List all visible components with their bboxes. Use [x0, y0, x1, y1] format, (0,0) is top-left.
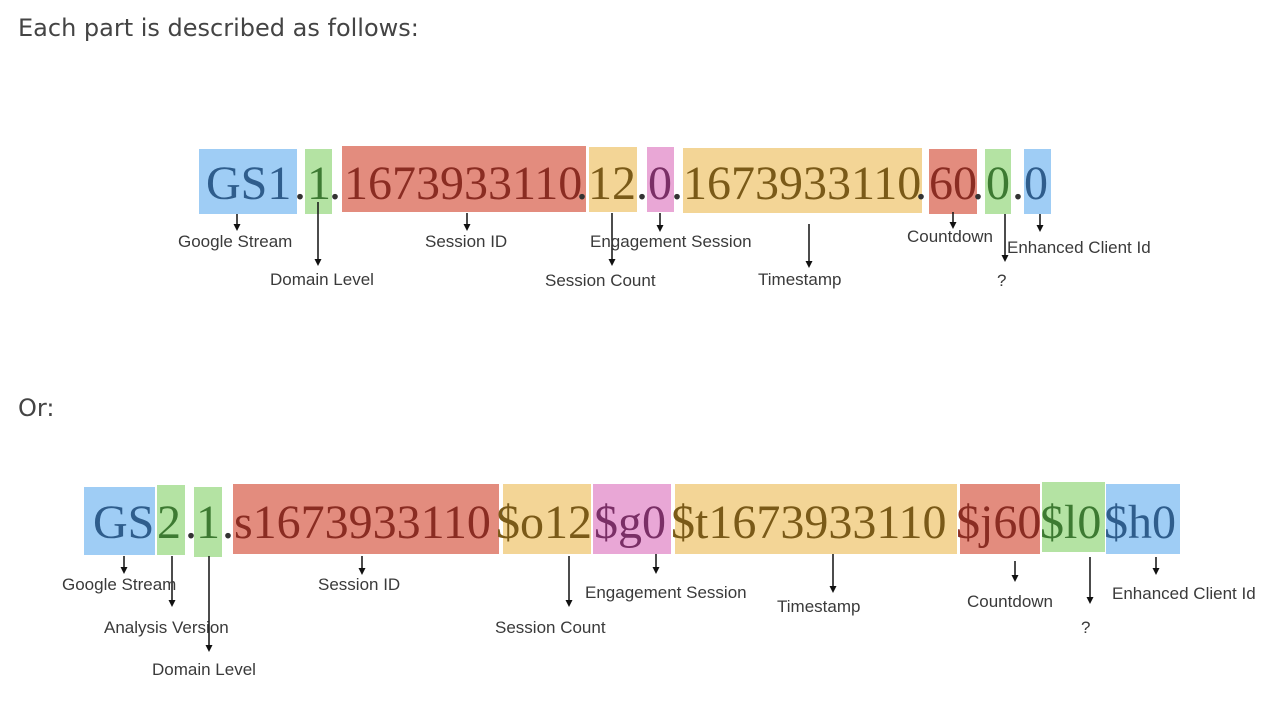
diagram2-arrowhead — [358, 568, 366, 575]
diagram2-label: Analysis Version — [104, 618, 229, 637]
diagram1-label: Session ID — [425, 232, 508, 251]
diagram1-segment-box-green — [985, 149, 1011, 214]
diagram1-token: GS1 — [206, 157, 292, 210]
diagram2-segment-box-orange — [675, 484, 957, 554]
diagram2-label: ? — [1081, 618, 1091, 637]
diagram1-label: Domain Level — [270, 270, 374, 289]
diagram2-token: 2 — [157, 496, 181, 549]
diagram2-token: GS — [93, 496, 155, 549]
diagram1-segment-box-blue — [1024, 149, 1051, 214]
diagram2-label: Session Count — [495, 618, 606, 637]
diagram2-arrowhead — [120, 567, 128, 574]
diagram1-token: . — [915, 157, 927, 210]
diagram2-segment-box-red — [960, 484, 1040, 554]
diagram2-arrowhead — [1152, 568, 1160, 575]
diagram2-label: Session ID — [318, 575, 401, 594]
diagram1-label: Engagement Session — [590, 232, 752, 251]
diagram1-token: . — [636, 157, 648, 210]
diagram2-token: 1 — [196, 496, 220, 549]
diagram1-arrowhead — [805, 261, 813, 268]
diagram2-segment-box-green — [157, 485, 185, 555]
diagram2-arrowhead — [1086, 597, 1094, 604]
diagram2-token: $l0 — [1040, 496, 1102, 549]
diagram2-token: $o12 — [496, 496, 592, 549]
diagram1-arrowhead — [608, 259, 616, 266]
diagram1-arrowhead — [233, 224, 241, 231]
diagram1-token: 1673933110 — [344, 157, 583, 210]
diagram2-arrowhead — [652, 567, 660, 574]
diagram2-arrowhead — [829, 586, 837, 593]
diagram1-label: Enhanced Client Id — [1007, 238, 1151, 257]
diagram1-token: 60 — [929, 157, 977, 210]
diagram1-label: Timestamp — [758, 270, 842, 289]
diagram1-arrowhead — [1036, 225, 1044, 232]
diagram2-token: $h0 — [1104, 496, 1176, 549]
diagram2-token: $g0 — [594, 496, 666, 549]
diagram1-token: . — [671, 157, 683, 210]
diagram1-token: 1 — [307, 157, 331, 210]
diagram2-label: Engagement Session — [585, 583, 747, 602]
diagram1-arrowhead — [656, 225, 664, 232]
diagram2-token: . — [185, 496, 197, 549]
diagram1-segment-box-orange — [589, 147, 637, 212]
diagram1-segment-box-blue — [199, 149, 297, 214]
diagram1-label: Google Stream — [178, 232, 293, 251]
diagram2-arrowhead — [1011, 575, 1019, 582]
diagram2-segment-box-blue — [84, 487, 155, 555]
diagram2-label: Countdown — [967, 592, 1054, 611]
diagram1-token: . — [1012, 157, 1024, 210]
diagram2-label: Timestamp — [777, 597, 861, 616]
diagram1-segment-box-red — [929, 149, 977, 214]
diagram1-token: . — [972, 157, 984, 210]
diagram2-label: Enhanced Client Id — [1112, 584, 1256, 603]
diagram2-segment-box-pink — [593, 484, 671, 554]
diagram2-segment-box-green — [1042, 482, 1105, 552]
diagram1-token: 0 — [1024, 157, 1048, 210]
diagram1-token: 1673933110 — [683, 157, 922, 210]
diagram1-token: 0 — [986, 157, 1010, 210]
intro-text: Each part is described as follows: — [18, 14, 419, 42]
diagram1-arrowhead — [1001, 255, 1009, 262]
diagram2-arrowhead — [205, 645, 213, 652]
diagram1-label: ? — [997, 271, 1007, 290]
diagram2-label: Domain Level — [152, 660, 256, 679]
diagram1-segment-box-pink — [647, 147, 674, 212]
diagram1-token: . — [294, 157, 306, 210]
diagram1-label: Session Count — [545, 271, 656, 290]
diagram1-arrowhead — [314, 259, 322, 266]
diagram1-label: Countdown — [907, 227, 994, 246]
diagram2-token: $t1673933110 — [671, 496, 947, 549]
diagram2-arrowhead — [565, 600, 573, 607]
diagram2-segment-box-green — [194, 487, 222, 557]
diagram2-arrowhead — [168, 600, 176, 607]
diagram1-token: . — [576, 157, 588, 210]
diagram1-token: 12 — [588, 157, 636, 210]
diagram2-label: Google Stream — [62, 575, 177, 594]
or-text: Or: — [18, 394, 55, 422]
diagram2-token: s1673933110 — [234, 496, 491, 549]
diagram1-token: . — [329, 157, 341, 210]
diagram2-segment-box-blue — [1106, 484, 1180, 554]
diagram2-segment-box-red — [233, 484, 499, 554]
diagram1-arrowhead — [463, 224, 471, 231]
diagram1-token: 0 — [648, 157, 672, 210]
diagram1-segment-box-orange — [683, 148, 922, 213]
diagram1-segment-box-red — [342, 146, 586, 212]
diagram2-segment-box-orange — [503, 484, 591, 554]
diagram1-arrowhead — [949, 222, 957, 229]
diagram2-token: . — [222, 496, 234, 549]
diagram2-token: $j60 — [956, 496, 1042, 549]
